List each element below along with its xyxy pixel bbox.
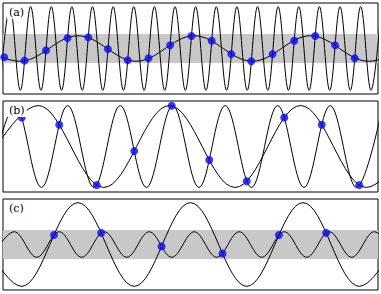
svg-text:(b): (b) (9, 104, 25, 117)
svg-text:(c): (c) (9, 202, 24, 215)
svg-text:(a): (a) (9, 6, 24, 19)
